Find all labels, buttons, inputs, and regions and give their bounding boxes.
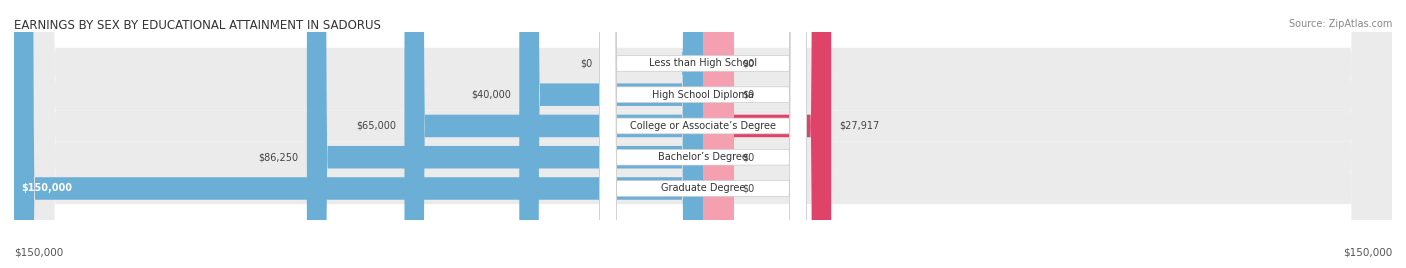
Text: Less than High School: Less than High School: [650, 58, 756, 68]
FancyBboxPatch shape: [682, 0, 706, 268]
FancyBboxPatch shape: [599, 0, 807, 268]
FancyBboxPatch shape: [14, 0, 1392, 268]
FancyBboxPatch shape: [703, 0, 831, 268]
Text: $0: $0: [581, 58, 593, 68]
FancyBboxPatch shape: [599, 0, 807, 268]
Text: EARNINGS BY SEX BY EDUCATIONAL ATTAINMENT IN SADORUS: EARNINGS BY SEX BY EDUCATIONAL ATTAINMEN…: [14, 19, 381, 32]
FancyBboxPatch shape: [599, 0, 807, 268]
Text: Graduate Degree: Graduate Degree: [661, 184, 745, 193]
Text: $150,000: $150,000: [21, 184, 72, 193]
FancyBboxPatch shape: [703, 0, 734, 268]
Text: $27,917: $27,917: [839, 121, 880, 131]
Text: $0: $0: [742, 90, 755, 100]
FancyBboxPatch shape: [599, 0, 807, 268]
FancyBboxPatch shape: [703, 0, 734, 268]
FancyBboxPatch shape: [14, 0, 1392, 268]
FancyBboxPatch shape: [14, 0, 1392, 268]
FancyBboxPatch shape: [703, 0, 734, 268]
FancyBboxPatch shape: [405, 0, 703, 268]
Text: Source: ZipAtlas.com: Source: ZipAtlas.com: [1288, 19, 1392, 29]
FancyBboxPatch shape: [14, 0, 1392, 268]
FancyBboxPatch shape: [599, 0, 807, 268]
FancyBboxPatch shape: [519, 0, 703, 268]
Text: $150,000: $150,000: [1343, 247, 1392, 257]
FancyBboxPatch shape: [307, 0, 703, 268]
FancyBboxPatch shape: [703, 0, 734, 268]
Text: $150,000: $150,000: [14, 247, 63, 257]
Text: College or Associate’s Degree: College or Associate’s Degree: [630, 121, 776, 131]
FancyBboxPatch shape: [14, 0, 703, 268]
Text: $65,000: $65,000: [356, 121, 396, 131]
Text: $86,250: $86,250: [259, 152, 298, 162]
Text: $0: $0: [742, 152, 755, 162]
Text: $0: $0: [742, 58, 755, 68]
Text: Bachelor’s Degree: Bachelor’s Degree: [658, 152, 748, 162]
Text: $0: $0: [742, 184, 755, 193]
Text: $40,000: $40,000: [471, 90, 510, 100]
Text: High School Diploma: High School Diploma: [652, 90, 754, 100]
FancyBboxPatch shape: [14, 0, 1392, 268]
